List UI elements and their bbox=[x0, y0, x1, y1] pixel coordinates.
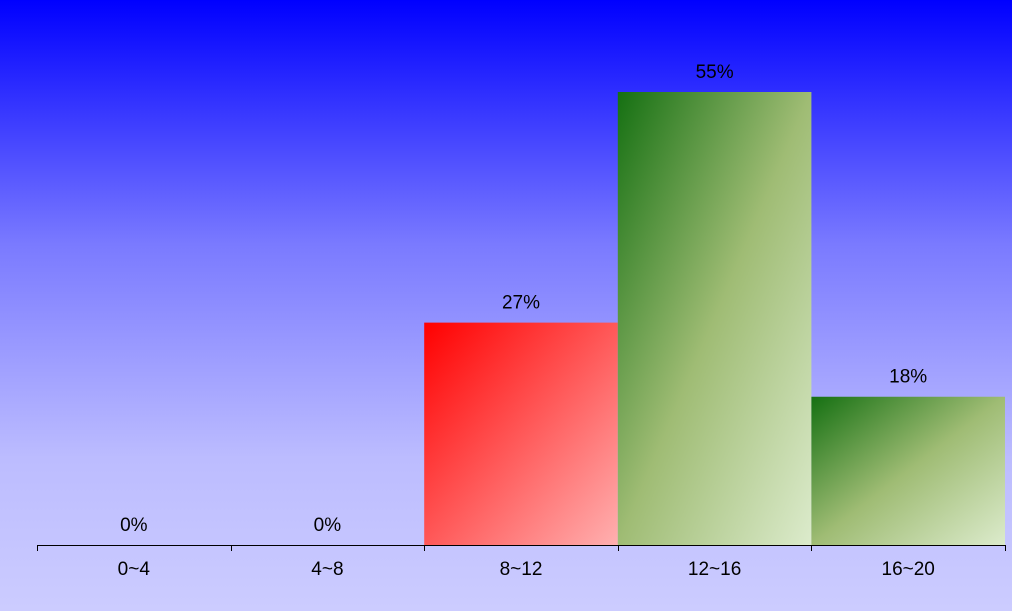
value-labels-group: 0% 0% 27% 55% 18% bbox=[120, 62, 927, 536]
value-label-4~8: 0% bbox=[314, 515, 342, 536]
value-label-16~20: 18% bbox=[889, 367, 927, 388]
value-label-12~16: 55% bbox=[696, 62, 734, 83]
x-tick-label-0~4: 0~4 bbox=[118, 559, 151, 580]
x-tick-label-8~12: 8~12 bbox=[500, 559, 543, 580]
x-axis: 0~4 4~8 8~12 12~16 16~20 bbox=[37, 545, 1006, 580]
value-label-0~4: 0% bbox=[120, 515, 148, 536]
bar-16~20 bbox=[811, 396, 1005, 545]
bar-12~16 bbox=[617, 92, 812, 545]
x-tick-label-16~20: 16~20 bbox=[882, 559, 935, 580]
x-tick-label-12~16: 12~16 bbox=[688, 559, 741, 580]
bars-group bbox=[424, 92, 1005, 545]
value-label-8~12: 27% bbox=[502, 293, 540, 314]
bar-8~12 bbox=[424, 322, 618, 545]
x-tick-label-4~8: 4~8 bbox=[311, 559, 343, 580]
